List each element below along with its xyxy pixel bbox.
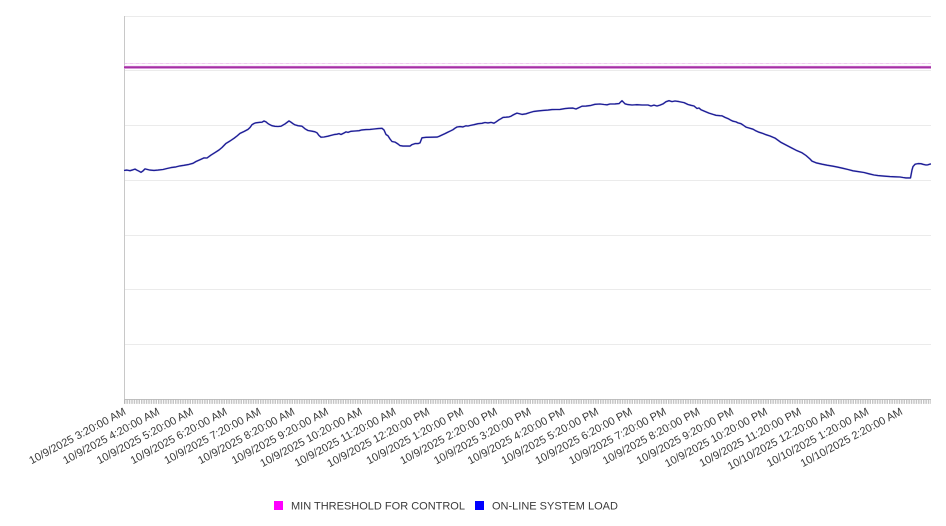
svg-text:ON-LINE SYSTEM LOAD: ON-LINE SYSTEM LOAD [492,501,618,513]
svg-text:MIN THRESHOLD FOR CONTROL: MIN THRESHOLD FOR CONTROL [291,501,465,513]
